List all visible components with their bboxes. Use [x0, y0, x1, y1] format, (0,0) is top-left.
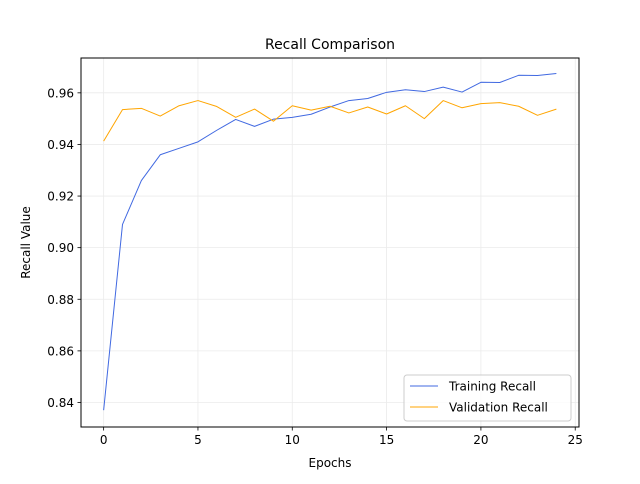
- x-tick-label: 20: [473, 433, 488, 447]
- y-tick-label: 0.86: [47, 344, 74, 358]
- x-tick-label: 5: [194, 433, 202, 447]
- legend: Training Recall Validation Recall: [403, 374, 572, 422]
- y-axis-label: Recall Value: [19, 206, 33, 279]
- legend-box: [403, 374, 572, 422]
- y-tick-label: 0.96: [47, 86, 74, 100]
- y-tick-label: 0.84: [47, 396, 74, 410]
- tick-layer: 0 5 10 15 20 25 0.84 0.86 0.88 0.90 0.92 0.94 0.96: [47, 86, 583, 447]
- series-layer: [103, 72, 557, 411]
- y-tick-label: 0.94: [47, 138, 74, 152]
- x-tick-label: 15: [379, 433, 394, 447]
- chart-title: Recall Comparison: [265, 37, 395, 53]
- y-tick-label: 0.88: [47, 293, 74, 307]
- validation-recall-legend-label: Validation Recall: [449, 401, 548, 415]
- x-tick-label: 25: [568, 433, 583, 447]
- grid-layer: [81, 58, 579, 427]
- x-axis-label: Epochs: [309, 456, 352, 470]
- training-recall-legend-label: Training Recall: [448, 380, 536, 394]
- validation-recall-line: [103, 100, 557, 142]
- training-recall-line: [103, 72, 557, 411]
- x-tick-label: 0: [100, 433, 108, 447]
- y-tick-label: 0.92: [47, 190, 74, 204]
- x-tick-label: 10: [285, 433, 300, 447]
- plot-frame: [80, 57, 580, 428]
- y-tick-label: 0.90: [47, 241, 74, 255]
